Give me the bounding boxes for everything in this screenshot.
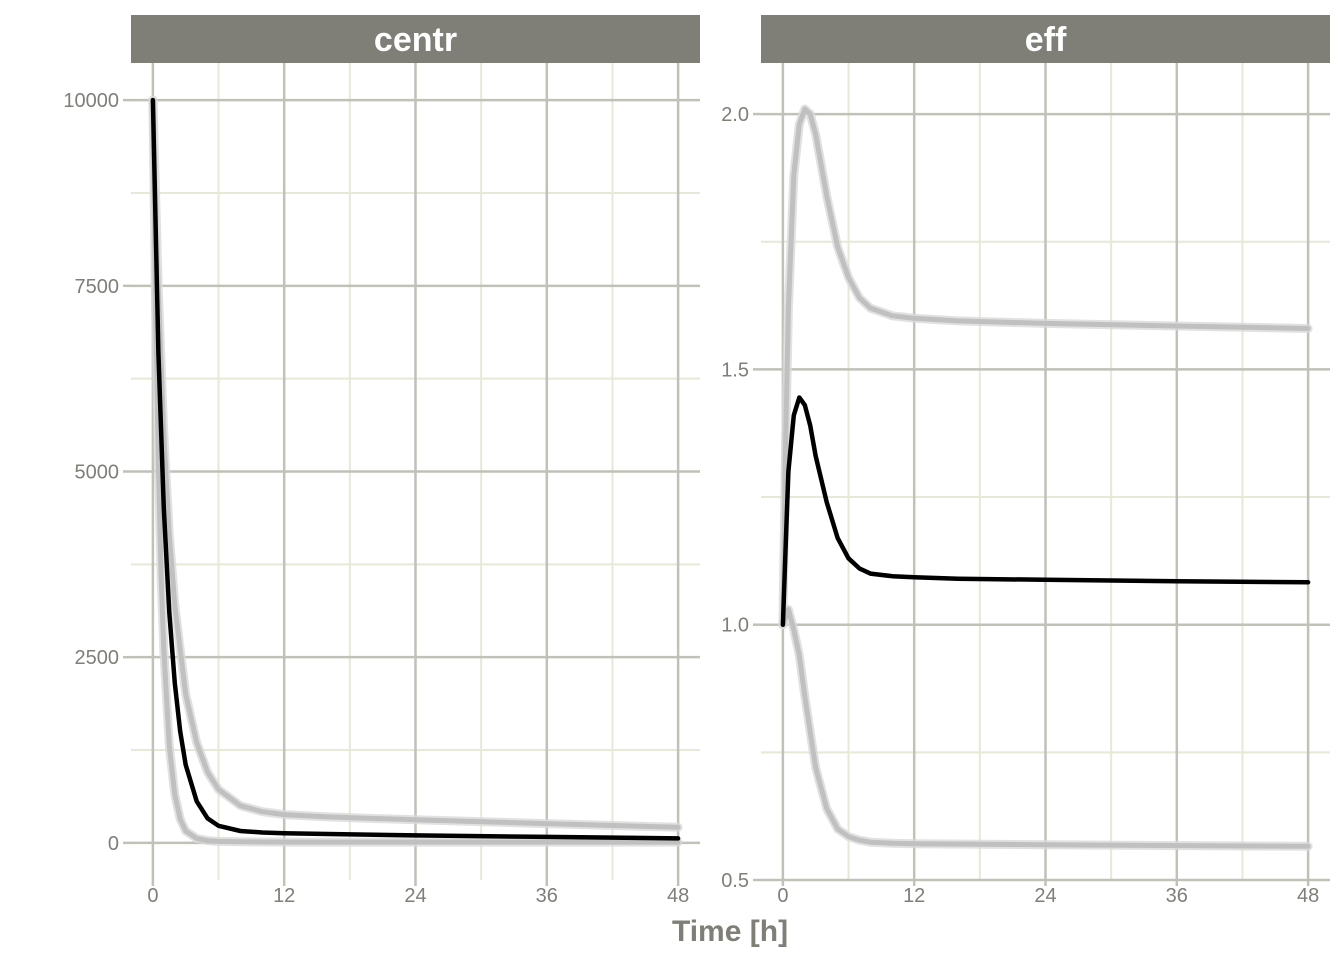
eff-x-tick-label: 12 [903,885,925,907]
centr-x-tick-label: 12 [273,885,295,907]
centr-y-tick-label: 7500 [75,276,120,298]
centr-x-tick-label: 36 [536,885,558,907]
eff-lower-line [780,606,1311,849]
centr-y-tick-label: 10000 [63,90,119,112]
x-axis-title: Time [h] [672,915,788,948]
centr-upper-line [150,97,681,830]
eff-y-tick-label: 1.5 [721,359,749,381]
eff-median-line [780,395,1311,627]
centr-median-line [150,97,681,841]
centr-x-tick-label: 48 [667,885,689,907]
centr-strip [131,15,700,63]
eff-x-tick-label: 0 [777,885,788,907]
eff-x-tick-label: 36 [1166,885,1188,907]
eff-y-tick-label: 0.5 [721,870,749,892]
eff-strip [761,15,1330,63]
centr-strip-title: centr [374,21,457,59]
eff-y-tick-label: 2.0 [721,104,749,126]
eff-x-tick-label: 24 [1034,885,1056,907]
eff-strip-title: eff [1025,21,1067,59]
eff-x-tick-label: 48 [1297,885,1319,907]
eff-upper-line [780,106,1311,628]
centr-x-tick-label: 24 [404,885,426,907]
centr-lower-line [150,97,681,845]
panel-eff: eff 0 12 24 36 48 0.5 1.0 1.5 2.0 [721,15,1330,907]
eff-y-tick-label: 1.0 [721,615,749,637]
centr-y-tick-label: 5000 [75,462,120,484]
centr-y-tick-label: 2500 [75,647,120,669]
panel-centr: centr 0 12 24 36 48 0 2500 5000 7500 10000 [63,15,700,907]
centr-x-tick-label: 0 [147,885,158,907]
centr-y-tick-label: 0 [108,833,119,855]
